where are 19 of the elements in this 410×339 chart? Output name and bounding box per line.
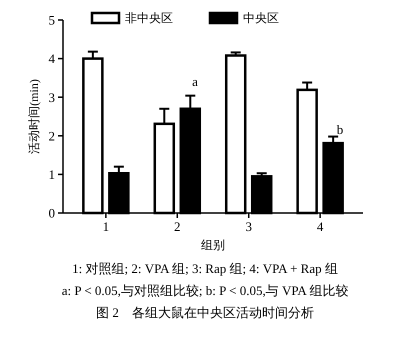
annotation: b [336, 122, 344, 137]
y-tick-label: 3 [48, 90, 55, 105]
text: 1: 对照组; 2: VPA 组; 3: Rap 组; 4: VPA + Rap 组 [72, 261, 338, 276]
y-tick-label: 0 [48, 206, 55, 221]
x-tick-label: 1 [102, 219, 110, 234]
annotation: a [192, 74, 198, 89]
text: a: P < 0.05,与对照组比较; b: P < 0.05,与 VPA 组比较 [62, 283, 348, 298]
x-axis-title: 组别 [201, 238, 225, 252]
legend-label: 中央区 [243, 11, 279, 26]
y-tick-label: 1 [48, 166, 55, 182]
x-tick-label: 4 [316, 219, 324, 234]
text: 图 2 各组大鼠在中央区活动时间分析 [96, 305, 314, 320]
x-tick-label: 3 [245, 219, 252, 234]
y-tick-label: 4 [48, 51, 56, 66]
x-tick-label: 2 [174, 219, 181, 234]
legend-label: 非中央区 [125, 11, 173, 26]
y-tick-label: 5 [48, 12, 55, 28]
y-axis-title: 活动时间(min) [27, 79, 41, 154]
y-tick-label: 2 [48, 128, 55, 144]
